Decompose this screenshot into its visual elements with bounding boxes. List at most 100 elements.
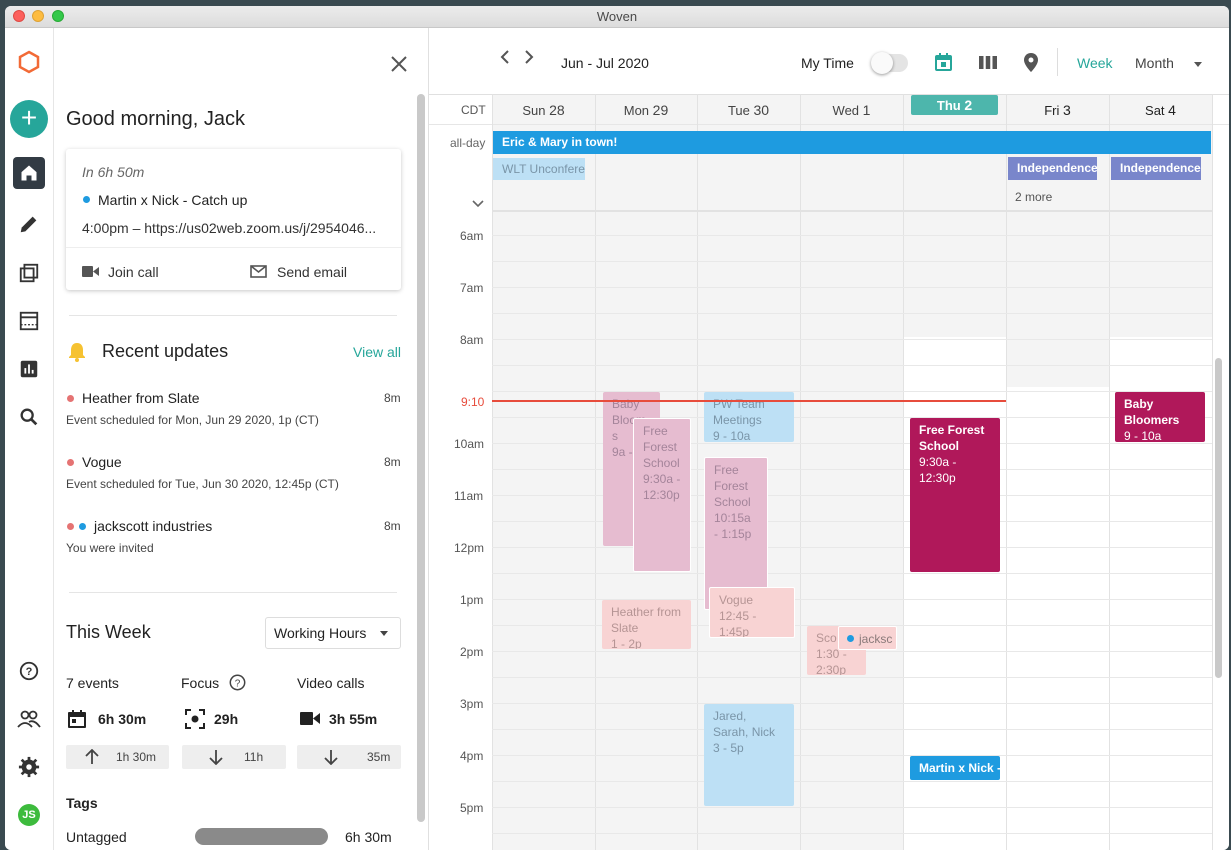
stat-value: 29h (214, 711, 239, 727)
update-item[interactable]: jackscott industries 8m You were invited (66, 516, 406, 560)
day-header[interactable]: Mon 29 (595, 102, 697, 118)
day-header-today[interactable]: Thu 2 (911, 95, 998, 115)
hour-grid-line (492, 365, 1212, 366)
calendar-event[interactable]: Vogue 12:45 - 1:45p (709, 587, 795, 638)
next-week-icon[interactable] (523, 49, 535, 70)
view-all-link[interactable]: View all (353, 344, 401, 360)
columns-view-icon[interactable] (979, 56, 997, 74)
scheduling-links-icon[interactable] (15, 259, 43, 287)
hour-label: 1pm (460, 593, 484, 607)
day-header[interactable]: Sat 4 (1109, 102, 1212, 118)
update-time: 8m (384, 455, 401, 469)
tag-value: 6h 30m (345, 829, 392, 845)
recent-updates-heading: Recent updates (102, 341, 229, 361)
home-icon[interactable] (13, 157, 45, 189)
allday-event[interactable]: Eric & Mary in town! (493, 131, 1211, 154)
calendar-event[interactable]: Martin x Nick - (910, 756, 1000, 780)
day-name: Wed (832, 103, 860, 118)
chevron-down-icon[interactable] (472, 195, 484, 213)
zoom-window-button[interactable] (52, 10, 64, 22)
hour-grid-line (492, 443, 1212, 444)
hour-grid-line (492, 261, 1212, 262)
hour-grid-line (492, 833, 1212, 834)
calendar-view-icon[interactable] (15, 307, 43, 335)
search-icon[interactable] (15, 403, 43, 431)
hour-grid-line (492, 781, 1212, 782)
calendar-event[interactable]: Free Forest School 9:30a - 12:30p (633, 418, 691, 572)
update-dot (67, 459, 74, 466)
week-view-button[interactable]: Week (1077, 55, 1113, 71)
allday-event[interactable]: Independence (1008, 157, 1097, 180)
calendar-scrollbar[interactable] (1215, 358, 1222, 678)
calendar-event[interactable]: Free Forest School 9:30a - 12:30p (910, 418, 1000, 572)
location-icon[interactable] (1024, 53, 1038, 77)
my-time-toggle[interactable] (871, 52, 908, 74)
update-dot (79, 523, 86, 530)
calendar-event[interactable]: Jared, Sarah, Nick 3 - 5p (704, 704, 794, 806)
countdown-text: In 6h 50m (82, 164, 145, 180)
day-header[interactable]: Fri 3 (1006, 102, 1109, 118)
day-header[interactable]: Tue 30 (697, 102, 800, 118)
user-avatar[interactable]: JS (18, 804, 40, 826)
arrow-down-icon (209, 750, 223, 765)
day-name: Thu (936, 98, 961, 113)
minimize-window-button[interactable] (32, 10, 44, 22)
update-item[interactable]: Heather from Slate 8m Event scheduled fo… (66, 388, 406, 432)
stats-icon[interactable] (15, 355, 43, 383)
send-email-button[interactable]: Send email (250, 264, 370, 284)
update-time: 8m (384, 519, 401, 533)
stat-label: 7 events (66, 675, 119, 691)
more-events-link[interactable]: 2 more (1015, 190, 1053, 204)
update-title: Vogue (82, 454, 122, 470)
day-column-line (1212, 94, 1213, 850)
chevron-down-icon[interactable] (1194, 62, 1202, 67)
event-title: Free Forest School (643, 424, 680, 470)
hour-label: 12pm (454, 541, 485, 555)
settings-icon[interactable] (15, 753, 43, 781)
stat-value: 3h 55m (329, 711, 378, 727)
toggle-knob (871, 52, 893, 74)
close-window-button[interactable] (13, 10, 25, 22)
edit-icon[interactable] (15, 210, 43, 238)
hour-label: 3pm (460, 697, 484, 711)
day-column-line (595, 94, 596, 850)
day-view-icon[interactable] (935, 53, 952, 76)
hour-grid-line (492, 391, 1212, 392)
allday-event[interactable]: Independence (1111, 157, 1201, 180)
day-header[interactable]: Wed 1 (800, 102, 903, 118)
tags-heading: Tags (66, 795, 98, 811)
tag-label: Untagged (66, 829, 127, 845)
people-icon[interactable] (15, 705, 43, 733)
next-event-card[interactable]: In 6h 50m Martin x Nick - Catch up 4:00p… (66, 149, 401, 290)
day-name: Fri (1044, 103, 1060, 118)
calendar-event[interactable]: jacksc (838, 626, 897, 650)
date-range: Jun - Jul 2020 (561, 55, 649, 71)
prev-week-icon[interactable] (499, 49, 511, 70)
toolbar-divider (1057, 48, 1058, 76)
hour-grid-line (492, 703, 1212, 704)
close-panel-icon[interactable] (390, 55, 408, 78)
day-header[interactable]: Sun 28 (492, 102, 595, 118)
working-hours-value: Working Hours (274, 625, 367, 641)
panel-scrollbar[interactable] (417, 94, 425, 822)
hour-label: 4pm (460, 749, 484, 763)
app-window: Woven + ? JS (5, 6, 1229, 850)
event-time: 1:30 - 2:30p (816, 647, 847, 675)
working-hours-select[interactable]: Working Hours (265, 617, 401, 649)
stat-delta-value: 35m (367, 750, 391, 764)
stat-label: Video calls (297, 675, 365, 691)
calendar-event[interactable]: Baby Bloomers 9 - 10a (1115, 392, 1205, 442)
hour-label: 2pm (460, 645, 484, 659)
help-icon[interactable]: ? (15, 657, 43, 685)
allday-event[interactable]: WLT Unconfere (493, 158, 585, 180)
event-color-dot (83, 196, 90, 203)
join-call-button[interactable]: Join call (82, 264, 202, 284)
greeting-heading: Good morning, Jack (66, 108, 245, 130)
help-icon[interactable]: ? (229, 674, 246, 696)
add-event-button[interactable]: + (10, 100, 48, 138)
calendar-event[interactable]: Free Forest School 10:15a - 1:15p (704, 457, 768, 610)
early-hours-bg (1006, 337, 1109, 387)
update-item[interactable]: Vogue 8m Event scheduled for Tue, Jun 30… (66, 452, 406, 496)
month-view-button[interactable]: Month (1135, 55, 1174, 71)
calendar-event[interactable]: Heather from Slate 1 - 2p (602, 600, 691, 649)
